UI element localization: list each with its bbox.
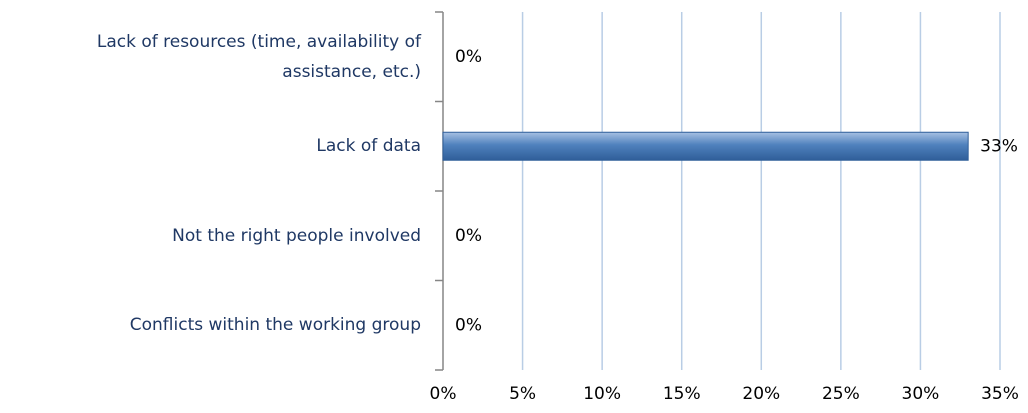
x-tick-label: 20% (742, 384, 780, 404)
value-label: 33% (980, 136, 1018, 156)
value-label: 0% (455, 315, 482, 335)
x-tick-label: 25% (822, 384, 860, 404)
bar (442, 131, 969, 161)
x-tick-label: 15% (663, 384, 701, 404)
y-tick-label: Conflicts within the working group (129, 315, 421, 336)
x-tick-label: 35% (981, 384, 1019, 404)
x-tick-label: 0% (430, 384, 457, 404)
value-label: 0% (455, 47, 482, 67)
value-label: 0% (455, 226, 482, 246)
x-tick-label: 30% (902, 384, 940, 404)
x-tick-label: 5% (509, 384, 536, 404)
y-tick-label: Lack of data (316, 136, 421, 157)
x-tick-label: 10% (583, 384, 621, 404)
y-tick-label: Lack of resources (time, availability of… (96, 31, 421, 82)
y-tick-label: Not the right people involved (172, 225, 421, 246)
